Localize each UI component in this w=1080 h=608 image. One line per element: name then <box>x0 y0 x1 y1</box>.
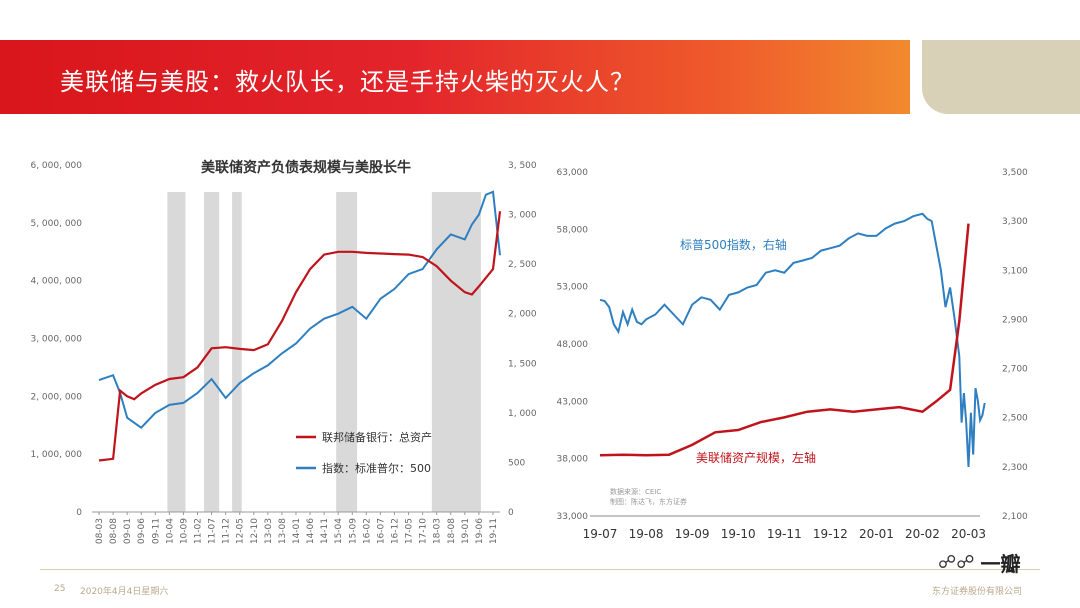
x-tick-label: 13-08 <box>278 518 288 544</box>
title-banner <box>0 40 910 114</box>
annotation-sp500: 标普500指数，右轴 <box>680 237 787 252</box>
right-tick-label: 2,900 <box>1002 315 1028 325</box>
x-tick-label: 19-11 <box>489 518 499 544</box>
x-tick-label: 18-03 <box>433 518 443 544</box>
x-tick-label: 19-11 <box>767 527 802 541</box>
slide-title: 美联储与美股：救火队长，还是手持火柴的灭火人？ <box>60 68 635 96</box>
left-tick-label: 1, 000, 000 <box>30 450 82 460</box>
wechat-bubbles-icon: ☍☍ <box>938 552 975 573</box>
x-tick-label: 15-09 <box>348 518 358 544</box>
x-tick-label: 17-10 <box>419 518 429 544</box>
footer-date: 2020年4月4日星期六 <box>80 587 169 597</box>
x-tick-label: 12-05 <box>236 518 246 544</box>
x-tick-label: 19-07 <box>583 527 618 541</box>
x-tick-label: 14-01 <box>292 518 302 544</box>
x-tick-label: 19-10 <box>721 527 756 541</box>
x-tick-label: 09-06 <box>137 518 147 544</box>
left-tick-label: 5, 000, 000 <box>30 219 82 229</box>
right-tick-label: 3,300 <box>1002 217 1028 227</box>
x-tick-label: 19-09 <box>675 527 710 541</box>
left-tick-label: 6, 000, 000 <box>30 161 82 171</box>
x-tick-label: 11-02 <box>194 518 204 544</box>
right-tick-label: 2, 000 <box>508 310 537 320</box>
x-tick-label: 14-06 <box>306 518 316 544</box>
right-tick-label: 2,100 <box>1002 512 1028 522</box>
recession-band <box>167 192 186 512</box>
x-tick-label: 09-01 <box>123 518 133 544</box>
watermark-text: 一瓣 <box>980 552 1021 576</box>
watermark: ☍☍ 一瓣 <box>938 548 1020 577</box>
x-tick-label: 18-08 <box>447 518 457 544</box>
left-tick-label: 48,000 <box>557 340 589 350</box>
right-tick-label: 1, 500 <box>508 359 537 369</box>
x-tick-label: 12-10 <box>250 518 260 544</box>
legend-label-fed-assets: 联邦储备银行：总资产 <box>322 430 432 444</box>
right-tick-label: 1, 000 <box>508 409 537 419</box>
x-tick-label: 08-08 <box>109 518 119 544</box>
left-tick-label: 4, 000, 000 <box>30 277 82 287</box>
right-tick-label: 2,500 <box>1002 414 1028 424</box>
series-line-fed-assets <box>98 211 502 462</box>
x-tick-label: 20-02 <box>905 527 940 541</box>
legend-label-sp500: 指数：标准普尔：500 <box>322 461 431 475</box>
recession-band <box>203 192 220 512</box>
x-tick-label: 09-11 <box>151 518 161 544</box>
left-tick-label: 63,000 <box>557 168 589 178</box>
series-line-fed-assets <box>599 223 970 457</box>
left-tick-label: 3, 000, 000 <box>30 335 82 345</box>
footer-divider <box>40 569 1040 570</box>
left-tick-label: 2, 000, 000 <box>30 392 82 402</box>
page-number: 25 <box>54 584 66 594</box>
series-line-sp500 <box>98 190 501 430</box>
x-tick-label: 11-12 <box>222 518 232 544</box>
x-tick-label: 20-03 <box>951 527 986 541</box>
recession-band <box>336 192 358 512</box>
footer-company: 东方证券股份有限公司 <box>932 587 1023 597</box>
right-tick-label: 0 <box>508 508 514 518</box>
right-tick-label: 3,500 <box>1002 168 1028 178</box>
x-tick-label: 13-03 <box>264 518 274 544</box>
left-tick-label: 38,000 <box>557 455 589 465</box>
series-line-sp500 <box>599 212 986 467</box>
left-tick-label: 0 <box>76 508 82 518</box>
x-tick-label: 10-04 <box>165 518 175 544</box>
x-tick-label: 19-06 <box>475 518 485 544</box>
x-tick-label: 16-02 <box>362 518 372 544</box>
left-tick-label: 58,000 <box>557 225 589 235</box>
right-tick-label: 500 <box>508 458 525 468</box>
x-tick-label: 20-01 <box>859 527 894 541</box>
x-tick-label: 19-01 <box>461 518 471 544</box>
x-tick-label: 08-03 <box>95 518 105 544</box>
source-note: 数据来源：CEIC <box>610 487 661 496</box>
x-tick-label: 10-09 <box>179 518 189 544</box>
left-tick-label: 43,000 <box>557 397 589 407</box>
chart-title: 美联储资产负债表规模与美股长牛 <box>201 159 411 176</box>
right-tick-label: 3, 000 <box>508 211 537 221</box>
right-tick-label: 2,700 <box>1002 365 1028 375</box>
x-tick-label: 16-12 <box>390 518 400 544</box>
x-tick-label: 14-11 <box>320 518 330 544</box>
right-tick-label: 2, 500 <box>508 260 537 270</box>
right-tick-label: 2,300 <box>1002 463 1028 473</box>
right-tick-label: 3, 500 <box>508 161 537 171</box>
x-tick-label: 19-08 <box>629 527 664 541</box>
source-note: 制图：陈达飞，东方证券 <box>610 497 687 506</box>
left-tick-label: 53,000 <box>557 283 589 293</box>
x-tick-label: 17-05 <box>405 518 415 544</box>
x-tick-label: 19-12 <box>813 527 848 541</box>
right-tick-label: 3,100 <box>1002 266 1028 276</box>
annotation-fed-assets: 美联储资产规模，左轴 <box>696 450 816 465</box>
decor-tab <box>922 40 1080 114</box>
left-tick-label: 33,000 <box>557 512 589 522</box>
x-tick-label: 16-07 <box>376 518 386 544</box>
x-tick-label: 15-04 <box>334 518 344 544</box>
recession-band <box>232 192 242 512</box>
x-tick-label: 11-07 <box>208 518 218 544</box>
